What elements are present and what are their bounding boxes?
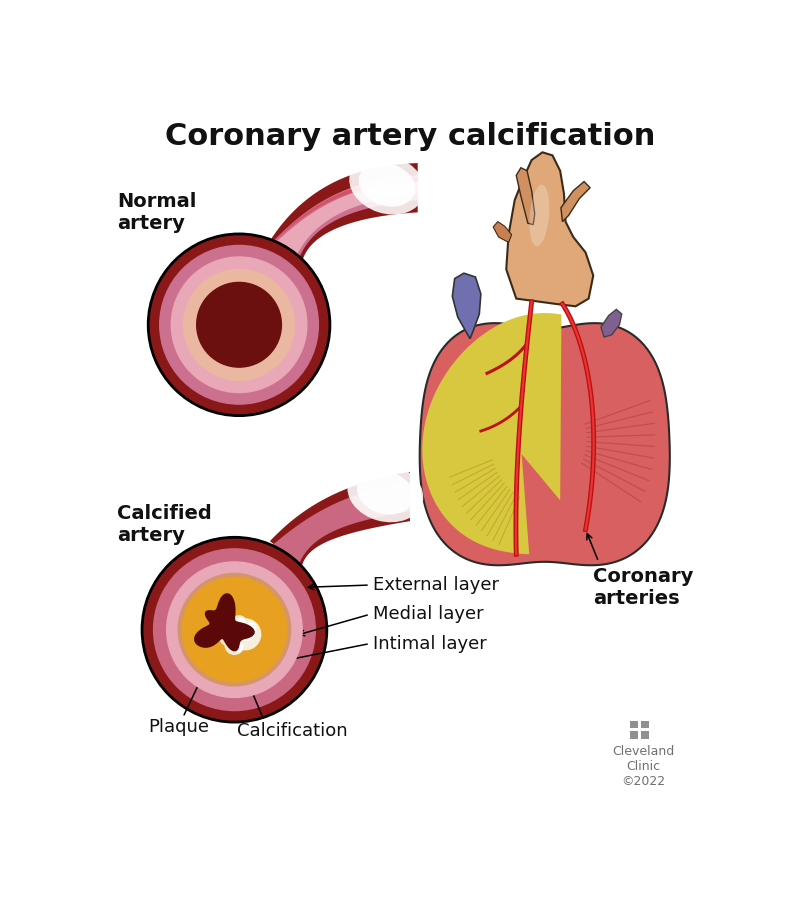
FancyBboxPatch shape	[630, 731, 638, 739]
Ellipse shape	[358, 162, 415, 206]
Text: Medial layer: Medial layer	[373, 605, 484, 623]
FancyBboxPatch shape	[641, 731, 649, 739]
Polygon shape	[262, 181, 418, 273]
Circle shape	[171, 257, 307, 393]
Text: External layer: External layer	[373, 576, 499, 594]
Circle shape	[221, 632, 233, 645]
Polygon shape	[506, 152, 594, 306]
Polygon shape	[266, 482, 410, 572]
Polygon shape	[194, 593, 255, 651]
Polygon shape	[422, 313, 562, 554]
Circle shape	[237, 618, 245, 626]
Text: Normal
artery: Normal artery	[118, 192, 197, 233]
Polygon shape	[266, 176, 418, 268]
Circle shape	[232, 641, 243, 652]
Circle shape	[231, 616, 246, 631]
Circle shape	[148, 234, 330, 415]
Circle shape	[184, 269, 294, 380]
Ellipse shape	[347, 463, 423, 522]
Circle shape	[142, 537, 327, 722]
Polygon shape	[420, 323, 670, 565]
Circle shape	[229, 633, 237, 641]
Circle shape	[197, 283, 282, 367]
Text: Plaque: Plaque	[148, 718, 210, 736]
Text: Cleveland
Clinic
©2022: Cleveland Clinic ©2022	[612, 745, 674, 788]
Ellipse shape	[357, 471, 414, 514]
Circle shape	[166, 562, 302, 698]
Circle shape	[226, 636, 244, 654]
Polygon shape	[271, 163, 418, 262]
Polygon shape	[452, 274, 481, 339]
Polygon shape	[516, 168, 534, 224]
Text: Coronary artery calcification: Coronary artery calcification	[165, 122, 655, 152]
Ellipse shape	[530, 185, 550, 246]
Text: Intimal layer: Intimal layer	[373, 634, 486, 652]
Polygon shape	[601, 309, 622, 337]
Circle shape	[246, 623, 256, 632]
Text: Calcification: Calcification	[237, 722, 347, 740]
Circle shape	[182, 578, 287, 682]
Polygon shape	[493, 222, 512, 242]
Polygon shape	[561, 181, 590, 222]
FancyBboxPatch shape	[641, 720, 649, 728]
Circle shape	[178, 573, 290, 686]
Circle shape	[160, 246, 318, 404]
Circle shape	[154, 549, 315, 710]
Ellipse shape	[350, 154, 425, 214]
Polygon shape	[262, 177, 418, 252]
Text: Coronary
arteries: Coronary arteries	[594, 567, 694, 607]
Circle shape	[230, 619, 261, 649]
FancyBboxPatch shape	[630, 720, 638, 728]
Text: Calcified
artery: Calcified artery	[118, 504, 212, 545]
Circle shape	[239, 625, 254, 640]
Polygon shape	[270, 472, 410, 565]
Circle shape	[244, 621, 256, 632]
